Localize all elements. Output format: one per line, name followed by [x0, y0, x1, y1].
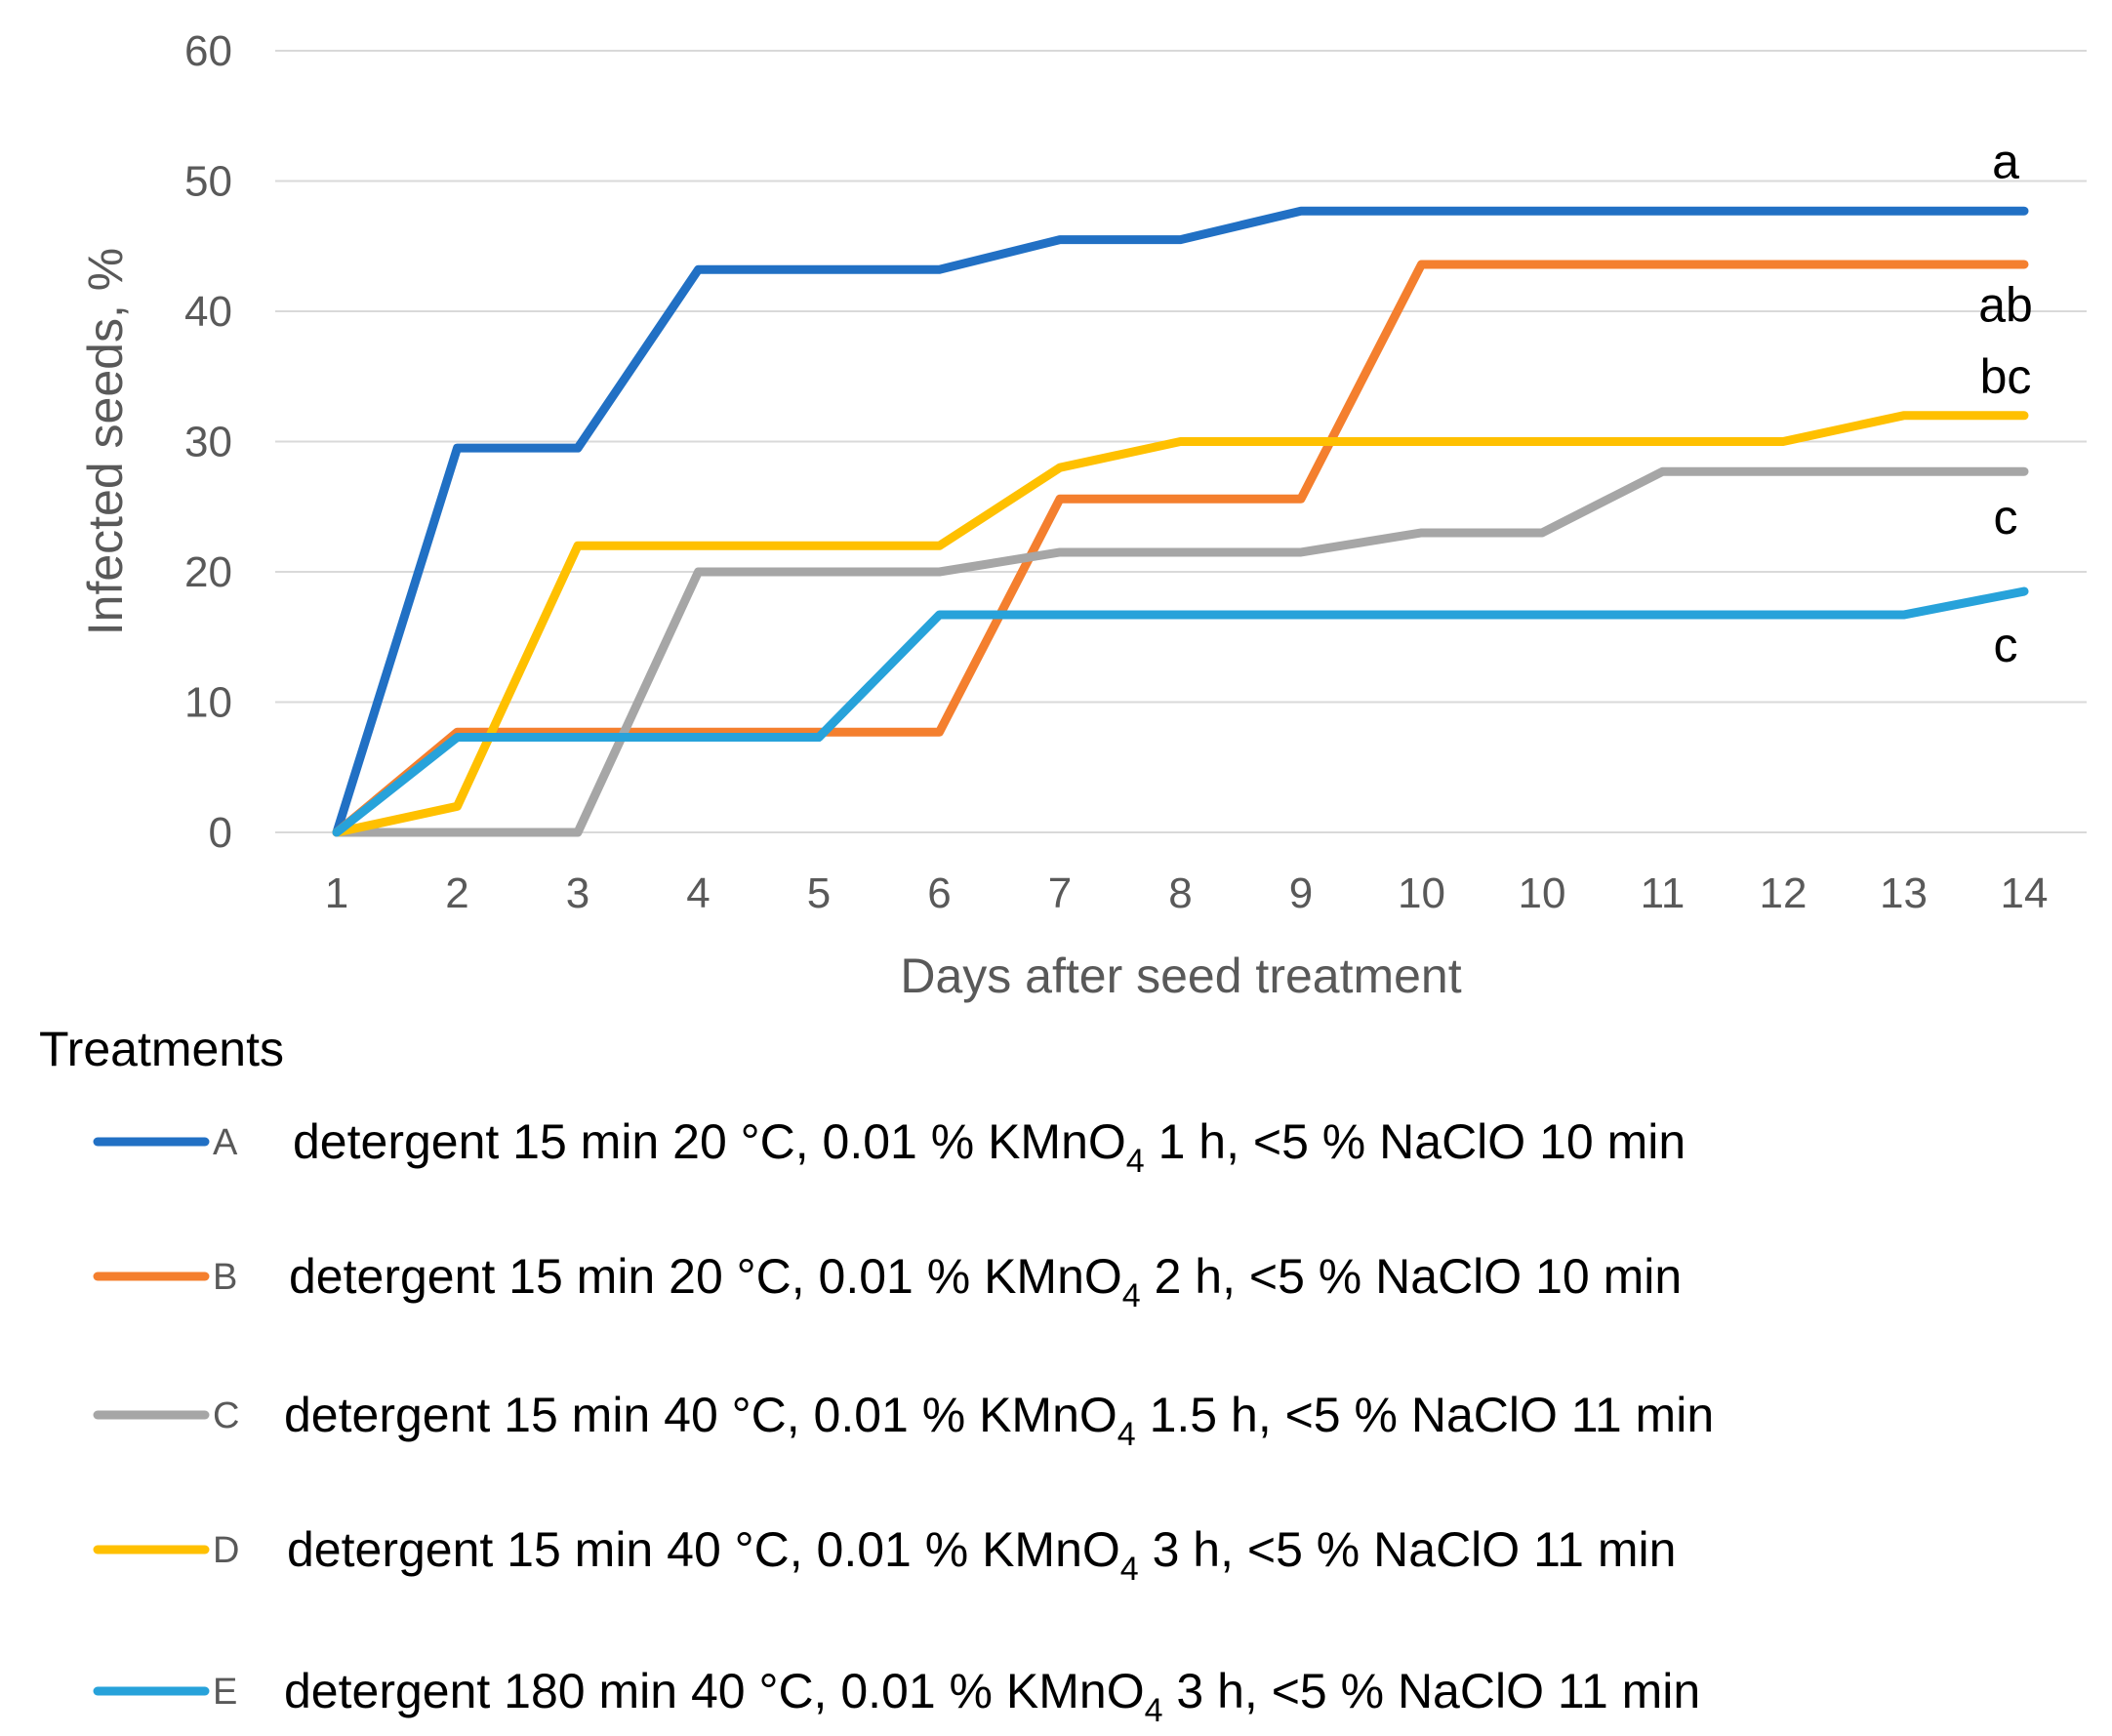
significance-labels: a ab bc c c: [1978, 134, 2033, 671]
y-tick-label: 50: [184, 158, 232, 206]
legend-label-part: detergent 15 min 20 °C, 0.01 % KMnO: [289, 1249, 1122, 1304]
legend-label: detergent 15 min 40 °C, 0.01 % KMnO4 1.5…: [284, 1388, 1714, 1453]
y-tick-label: 40: [184, 288, 232, 336]
series-line-b: [332, 260, 2029, 837]
legend-label-part: 1 h, <5 % NaClO 10 min: [1145, 1114, 1686, 1169]
y-tick-label: 60: [184, 27, 232, 75]
x-tick-label: 4: [686, 869, 710, 917]
series-line-c: [332, 466, 2029, 837]
x-tick-label: 8: [1168, 869, 1192, 917]
legend-label: detergent 15 min 20 °C, 0.01 % KMnO4 2 h…: [289, 1249, 1682, 1314]
y-tick-label: 0: [209, 809, 232, 857]
legend-title: Treatments: [39, 1022, 284, 1076]
significance-label: bc: [1980, 349, 2032, 404]
legend-key: D: [213, 1530, 239, 1571]
significance-label: a: [1992, 134, 2019, 188]
x-tick-label: 11: [1641, 869, 1686, 917]
x-tick-label: 14: [2001, 869, 2049, 917]
x-tick-label: 9: [1289, 869, 1313, 917]
y-tick-label: 30: [184, 419, 232, 466]
legend-key: A: [213, 1122, 238, 1163]
legend-label-subscript: 4: [1145, 1692, 1163, 1729]
legend-label-part: 3 h, <5 % NaClO 11 min: [1163, 1664, 1701, 1718]
x-axis-title: Days after seed treatment: [900, 949, 1461, 1003]
legend-label-part: detergent 180 min 40 °C, 0.01 % KMnO: [284, 1664, 1145, 1718]
legend-label-subscript: 4: [1117, 1416, 1136, 1453]
x-tick-label: 10: [1519, 869, 1566, 917]
legend-key: C: [213, 1395, 239, 1436]
series-lines: [332, 206, 2029, 837]
y-axis-title: Infected seeds, %: [78, 248, 133, 635]
legend-label-subscript: 4: [1120, 1551, 1139, 1588]
y-tick-label: 20: [184, 548, 232, 596]
x-tick-label: 7: [1048, 869, 1072, 917]
y-axis-ticks: 0 10 20 30 40 50 60: [184, 27, 232, 857]
series-line-a: [332, 206, 2029, 837]
significance-label: c: [1994, 490, 2018, 545]
legend-label-part: detergent 15 min 40 °C, 0.01 % KMnO: [284, 1388, 1117, 1442]
x-tick-label: 13: [1880, 869, 1928, 917]
legend-label-part: 1.5 h, <5 % NaClO 11 min: [1136, 1388, 1714, 1442]
legend-label: detergent 180 min 40 °C, 0.01 % KMnO4 3 …: [284, 1664, 1700, 1729]
y-tick-label: 10: [184, 679, 232, 727]
series-line-e: [332, 586, 2029, 837]
x-tick-label: 12: [1760, 869, 1807, 917]
x-tick-label: 10: [1398, 869, 1445, 917]
legend-key: E: [213, 1672, 237, 1713]
x-tick-label: 3: [566, 869, 589, 917]
legend-label-part: detergent 15 min 20 °C, 0.01 % KMnO: [293, 1114, 1126, 1169]
x-tick-label: 1: [325, 869, 348, 917]
x-tick-label: 5: [807, 869, 831, 917]
series-line-d: [332, 411, 2029, 837]
legend-key: B: [213, 1257, 237, 1298]
legend-label-part: detergent 15 min 40 °C, 0.01 % KMnO: [287, 1522, 1120, 1577]
legend-label-part: 3 h, <5 % NaClO 11 min: [1139, 1522, 1677, 1577]
legend-label-part: 2 h, <5 % NaClO 10 min: [1141, 1249, 1682, 1304]
legend-label-subscript: 4: [1122, 1277, 1141, 1314]
x-tick-label: 6: [927, 869, 951, 917]
legend-label: detergent 15 min 20 °C, 0.01 % KMnO4 1 h…: [293, 1114, 1686, 1180]
x-axis-ticks: 1 2 3 4 5 6 7 8 9 10 10 11 12 13 14: [325, 869, 2049, 917]
significance-label: c: [1994, 618, 2018, 672]
significance-label: ab: [1978, 277, 2033, 332]
x-tick-label: 2: [445, 869, 468, 917]
legend-label-subscript: 4: [1126, 1143, 1145, 1180]
legend-label: detergent 15 min 40 °C, 0.01 % KMnO4 3 h…: [287, 1522, 1676, 1588]
